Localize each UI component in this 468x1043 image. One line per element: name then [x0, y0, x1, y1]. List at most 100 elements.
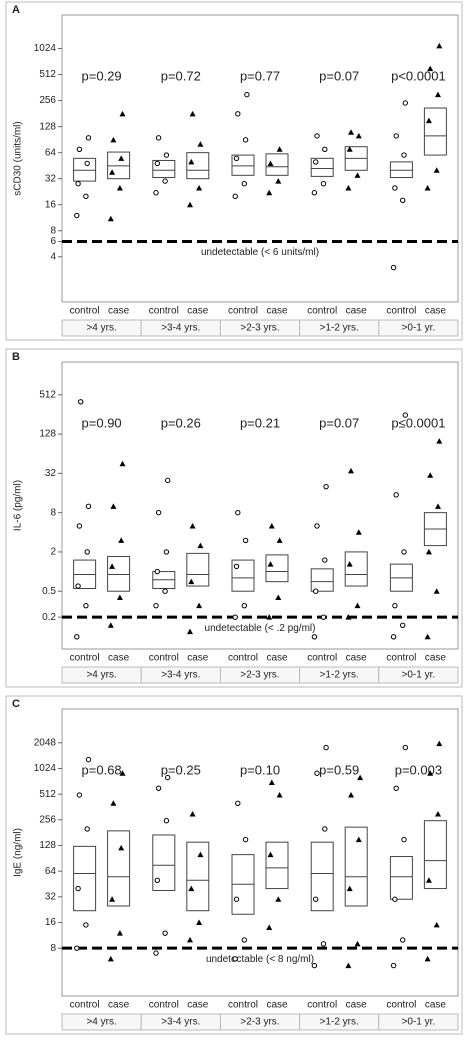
point [401, 836, 407, 843]
point [392, 185, 398, 191]
point [118, 537, 125, 543]
point [109, 896, 116, 902]
plot-frame [61, 708, 459, 997]
group-label: case [266, 306, 288, 317]
point [266, 614, 273, 620]
point [187, 628, 193, 635]
point [233, 563, 240, 570]
point [402, 412, 408, 418]
point [232, 614, 238, 620]
point [436, 740, 443, 747]
point [400, 937, 406, 943]
group-label: case [425, 653, 447, 664]
group-label: control [228, 653, 258, 664]
point [323, 744, 329, 751]
point [244, 91, 250, 98]
group-label: control [149, 653, 179, 664]
y-tick-label: 16 [45, 199, 57, 210]
point [155, 135, 162, 141]
p-value: p=0.003 [395, 762, 442, 777]
period-label: >1-2 yrs. [320, 1017, 359, 1028]
group-label: control [386, 653, 416, 664]
point [425, 548, 432, 555]
p-value: p=0.07 [319, 415, 359, 430]
point [313, 588, 319, 594]
point [346, 146, 353, 152]
point [85, 135, 92, 141]
point [276, 537, 283, 543]
y-axis-label: IgE (ng/ml) [13, 828, 24, 877]
y-tick-label: 8 [50, 943, 56, 954]
y-tick-label: 6 [50, 236, 56, 247]
point [197, 141, 204, 147]
point [155, 785, 162, 791]
point [433, 167, 440, 173]
point [392, 602, 398, 609]
point [314, 523, 320, 529]
y-tick-label: 32 [45, 468, 57, 479]
y-tick-label: 2048 [34, 737, 57, 748]
point [188, 885, 195, 892]
point [322, 557, 328, 563]
point [242, 836, 249, 843]
group-label: control [149, 1000, 179, 1011]
point [84, 549, 90, 555]
point [83, 602, 89, 609]
point [75, 180, 81, 187]
period-label: >3-4 yrs. [161, 670, 200, 681]
point [188, 158, 195, 165]
point [402, 100, 408, 106]
point [83, 922, 89, 928]
point [76, 146, 83, 152]
point [322, 146, 328, 152]
point [84, 826, 90, 832]
point [425, 117, 432, 124]
y-tick-label: 8 [50, 225, 56, 236]
group-label: case [108, 653, 130, 664]
p-value: p=0.59 [319, 762, 359, 777]
group-label: case [187, 1000, 209, 1011]
point [266, 189, 273, 196]
point [313, 896, 319, 902]
point [435, 91, 441, 98]
point [197, 851, 204, 858]
point [390, 634, 397, 640]
point [163, 549, 170, 555]
p-value: p≤0.0001 [391, 415, 445, 430]
y-tick-label: 64 [45, 866, 57, 877]
point [83, 193, 89, 200]
box [186, 841, 210, 912]
point [241, 180, 248, 187]
point [320, 180, 327, 187]
point [76, 792, 83, 798]
point [390, 264, 397, 271]
period-label: >4 yrs. [86, 670, 116, 681]
y-tick-label: 16 [45, 917, 57, 928]
box [423, 820, 447, 890]
point [153, 602, 159, 609]
group-label: control [307, 306, 337, 317]
point [268, 779, 275, 786]
point [242, 537, 249, 544]
point [116, 594, 123, 601]
point [402, 744, 408, 751]
box [107, 830, 131, 907]
point [314, 770, 320, 776]
point [162, 930, 168, 936]
point [424, 955, 431, 962]
period-label: >4 yrs. [86, 323, 116, 334]
point [235, 111, 241, 117]
point [355, 836, 362, 843]
y-tick-label: 256 [39, 814, 56, 825]
p-value: p=0.68 [82, 762, 122, 777]
point [427, 472, 434, 478]
point [78, 399, 84, 405]
point [153, 950, 159, 956]
point [320, 941, 327, 947]
point [241, 937, 248, 943]
period-cell [378, 319, 459, 337]
point [109, 563, 116, 569]
point [355, 132, 362, 139]
point [311, 190, 318, 196]
